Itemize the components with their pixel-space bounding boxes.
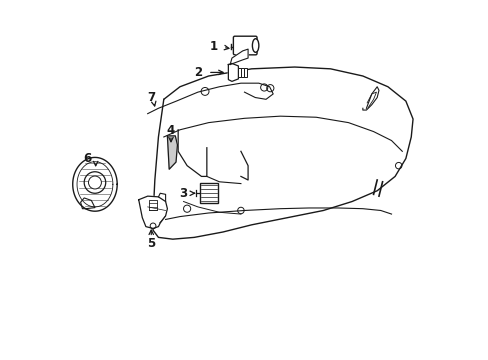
FancyBboxPatch shape <box>244 68 246 77</box>
Polygon shape <box>230 49 247 64</box>
FancyBboxPatch shape <box>238 68 241 77</box>
Text: 1: 1 <box>209 40 218 53</box>
Circle shape <box>84 172 105 193</box>
Text: 5: 5 <box>147 237 155 250</box>
Polygon shape <box>81 198 95 209</box>
Text: 3: 3 <box>179 187 187 200</box>
Text: 4: 4 <box>166 124 175 137</box>
Ellipse shape <box>252 39 258 52</box>
Polygon shape <box>167 136 177 169</box>
Text: 6: 6 <box>83 152 92 165</box>
Polygon shape <box>73 157 117 211</box>
Polygon shape <box>362 87 378 110</box>
Circle shape <box>88 176 101 189</box>
FancyBboxPatch shape <box>233 36 257 55</box>
Text: 7: 7 <box>147 91 155 104</box>
Text: 2: 2 <box>193 66 202 79</box>
Polygon shape <box>139 196 167 228</box>
Circle shape <box>84 172 105 193</box>
Polygon shape <box>228 63 238 81</box>
FancyBboxPatch shape <box>199 183 217 203</box>
FancyBboxPatch shape <box>241 68 244 77</box>
